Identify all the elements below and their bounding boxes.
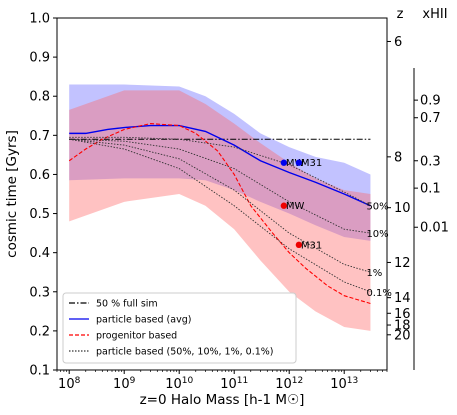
xhii-tick-label: 0.7 <box>420 111 441 126</box>
series-line-3-0 <box>69 136 371 207</box>
xhii-axis-label: xHII <box>422 7 447 22</box>
band-0 <box>69 84 371 241</box>
z-tick-label: 18 <box>394 319 411 334</box>
legend-entry: progenitor based <box>96 331 177 342</box>
z-tick-label: 12 <box>394 256 411 271</box>
series-line-2 <box>68 123 371 305</box>
y-tick-label: 0.2 <box>29 324 50 339</box>
legend-entry: particle based (avg) <box>96 315 191 326</box>
x-axis-label: z=0 Halo Mass [h-1 M☉] <box>140 392 305 408</box>
legend-box <box>62 292 297 364</box>
y-tick-label: 0.3 <box>29 285 50 300</box>
z-tick-label: 16 <box>394 307 411 322</box>
percentile-label: 10% <box>366 229 388 240</box>
x-tick-label: 1011 <box>220 376 248 392</box>
marker-label: M31 <box>301 240 322 251</box>
marker-label: MW <box>286 158 305 169</box>
lines-layer <box>68 123 371 305</box>
annotations-layer: 50% 10% 1% 0.1% <box>366 202 391 299</box>
y-axis-label: cosmic time [Gyrs] <box>4 130 20 258</box>
xhii-tick-label: 0.3 <box>420 154 441 169</box>
marker-mw <box>280 202 288 209</box>
y-tick-label: 0.6 <box>29 168 50 183</box>
axes-layer: 108 109 1010 1011 1012 10130.10.20.30.40.50.6… <box>29 12 449 393</box>
series-line-1 <box>69 124 371 207</box>
z-tick-label: 6 <box>394 35 402 50</box>
marker-m31 <box>295 241 303 249</box>
xhii-tick-label: 0.1 <box>420 182 441 197</box>
z-tick-label: 8 <box>394 150 402 165</box>
x-tick-label: 1010 <box>165 376 193 392</box>
x-tick-label: 109 <box>113 376 136 392</box>
marker-label: MW <box>286 201 305 212</box>
y-tick-label: 0.8 <box>29 90 50 105</box>
z-tick-label: 20 <box>394 328 411 343</box>
x-tick-label: 108 <box>58 376 81 392</box>
marker-m31 <box>295 159 303 166</box>
x-tick-label: 1012 <box>275 376 303 392</box>
y-tick-label: 0.1 <box>29 364 50 379</box>
z-tick-label: 14 <box>394 291 411 306</box>
z-tick-label: 10 <box>394 201 411 216</box>
legend-entry: particle based (50%, 10%, 1%, 0.1%) <box>96 347 274 358</box>
series-line-3-2 <box>69 138 371 273</box>
marker-label: M31 <box>301 158 322 169</box>
y-tick-label: 0.7 <box>29 129 50 144</box>
percentile-label: 1% <box>366 268 382 279</box>
y-tick-label: 0.4 <box>29 246 50 261</box>
percentile-label: 50% <box>366 202 388 213</box>
y-tick-label: 1.0 <box>29 12 50 27</box>
percentile-label: 0.1% <box>366 288 391 299</box>
xhii-tick-label: 0.01 <box>420 221 449 236</box>
xhii-tick-label: 0.9 <box>420 94 441 109</box>
y-tick-label: 0.5 <box>29 207 50 222</box>
series-line-3-1 <box>69 138 371 234</box>
legend: 50 % full sim particle based (avg) progeni… <box>62 292 297 364</box>
series-line-3-3 <box>69 138 371 293</box>
y-tick-label: 0.9 <box>29 51 50 66</box>
z-axis-label: z <box>397 7 404 22</box>
marker-mw <box>280 159 288 166</box>
x-tick-label: 1013 <box>330 376 358 392</box>
legend-entry: 50 % full sim <box>96 299 158 310</box>
